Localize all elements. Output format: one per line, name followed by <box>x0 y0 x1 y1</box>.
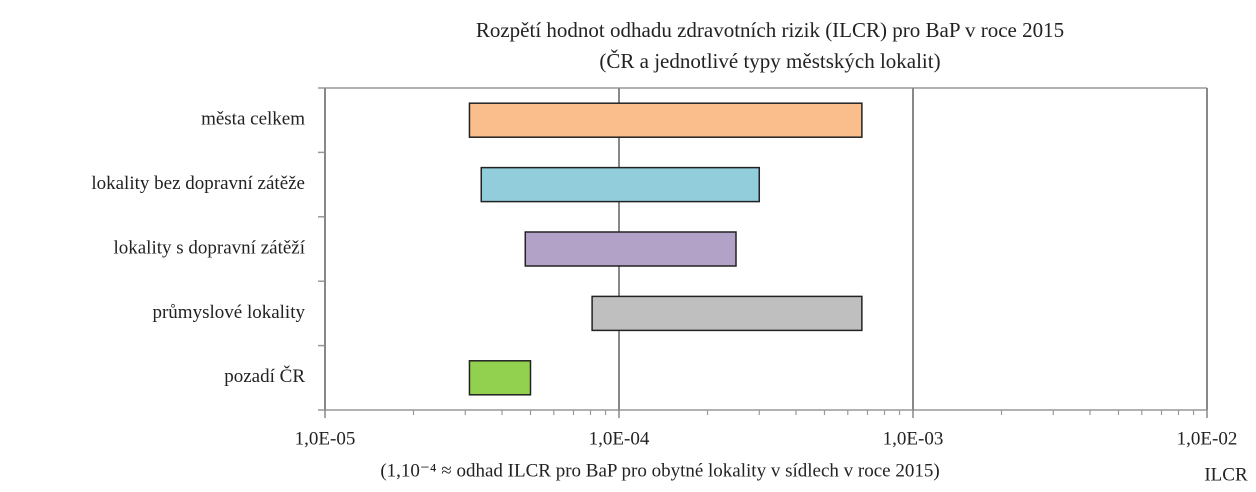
note: (1,10⁻⁴ ≈ odhad ILCR pro BaP pro obytné … <box>380 460 939 481</box>
x-tick-label: 1,0E-02 <box>1177 428 1238 449</box>
bar <box>591 295 863 332</box>
bar <box>480 166 761 203</box>
x-tick-label: 1,0E-04 <box>589 428 650 449</box>
y-tick-label: města celkem <box>201 109 305 130</box>
x-tick-label: 1,0E-05 <box>295 428 356 449</box>
bar <box>468 360 532 396</box>
chart-subtitle: (ČR a jednotlivé typy městských lokalit) <box>599 49 940 73</box>
chart-title: Rozpětí hodnot odhadu zdravotních rizik … <box>476 18 1064 42</box>
bar <box>524 231 737 267</box>
y-tick-label: lokality s dopravní zátěží <box>113 237 305 258</box>
y-tick-label: lokality bez dopravní zátěže <box>91 173 305 194</box>
y-tick-label: pozadí ČR <box>224 365 305 387</box>
x-tick-label: 1,0E-03 <box>883 428 944 449</box>
y-tick-label: průmyslové lokality <box>152 302 305 323</box>
x-axis-label: ILCR <box>1204 464 1248 485</box>
bar <box>468 102 863 138</box>
